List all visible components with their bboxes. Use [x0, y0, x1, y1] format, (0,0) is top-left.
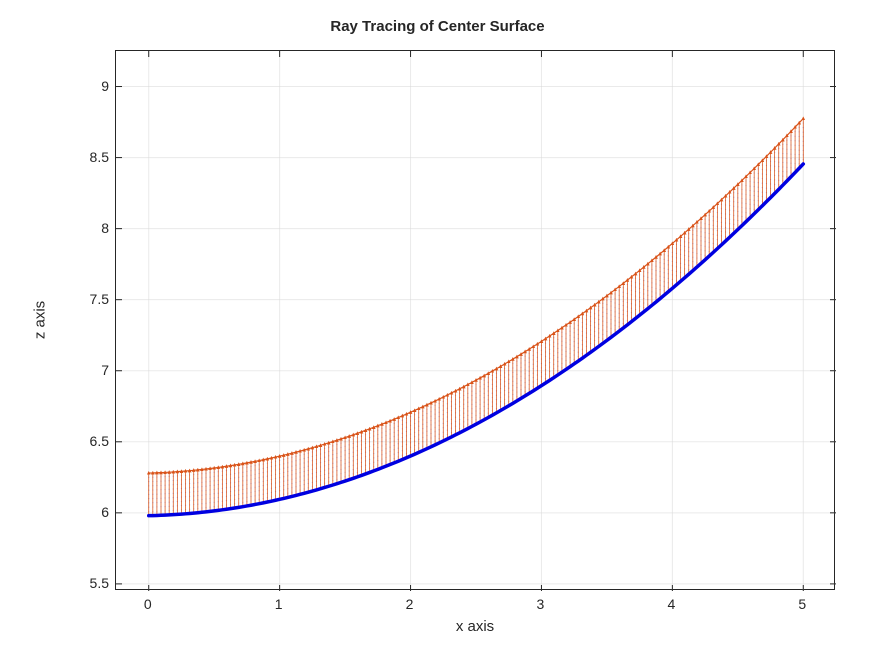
- x-tick-label: 1: [275, 596, 283, 612]
- x-axis-label: x axis: [415, 618, 535, 635]
- rays: [149, 119, 804, 516]
- y-tick-label: 8: [75, 220, 109, 236]
- y-tick-label: 9: [75, 78, 109, 94]
- x-tick-label: 3: [537, 596, 545, 612]
- ray-dots: [148, 122, 804, 512]
- y-tick-label: 7.5: [75, 291, 109, 307]
- y-tick-label: 6: [75, 504, 109, 520]
- y-axis-label: z axis: [32, 301, 49, 339]
- y-tick-label: 7: [75, 362, 109, 378]
- plot-area: [115, 50, 835, 590]
- y-tick-label: 8.5: [75, 149, 109, 165]
- x-tick-label: 5: [798, 596, 806, 612]
- x-tick-label: 2: [406, 596, 414, 612]
- chart-title: Ray Tracing of Center Surface: [0, 18, 875, 35]
- y-tick-label: 5.5: [75, 575, 109, 591]
- x-tick-label: 4: [667, 596, 675, 612]
- plot-svg: [116, 51, 836, 591]
- figure: Ray Tracing of Center Surface x axis z a…: [0, 0, 875, 656]
- x-tick-label: 0: [144, 596, 152, 612]
- y-tick-label: 6.5: [75, 433, 109, 449]
